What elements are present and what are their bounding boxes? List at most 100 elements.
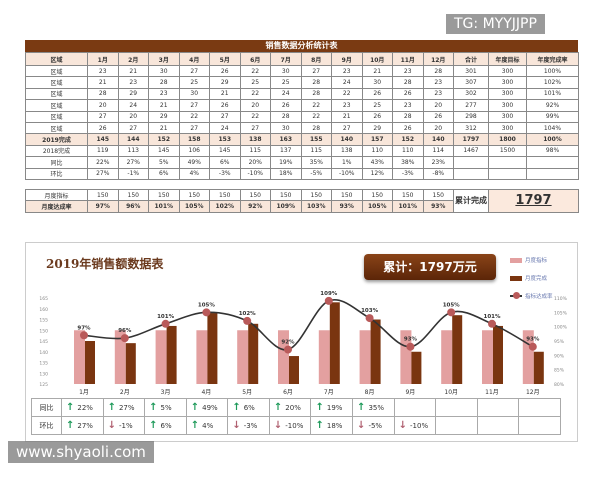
table-cell[interactable]: 105% [178, 200, 210, 213]
table-cell[interactable]: 12% [361, 167, 393, 180]
table-cell[interactable]: 23% [422, 156, 454, 169]
table-cell[interactable]: 24 [270, 87, 302, 101]
table-cell[interactable]: 24 [209, 121, 241, 135]
table-cell[interactable]: 115 [300, 144, 332, 158]
table-cell[interactable]: 99% [526, 110, 579, 123]
table-cell[interactable]: -3% [209, 167, 241, 180]
table-cell[interactable]: 300 [488, 64, 527, 78]
table-cell[interactable]: 110 [392, 144, 424, 158]
table-cell[interactable]: 163 [270, 133, 302, 146]
table-cell[interactable]: 21 [361, 64, 393, 78]
table-cell[interactable]: 300 [488, 110, 527, 123]
table-cell[interactable]: 区域 [25, 76, 88, 89]
table-cell[interactable]: 106 [178, 144, 210, 158]
table-cell[interactable]: -5% [300, 167, 332, 180]
table-cell[interactable]: 38% [392, 156, 424, 169]
table-cell[interactable]: 26 [270, 99, 302, 112]
table-cell[interactable]: 277 [453, 99, 489, 112]
table-cell[interactable]: 145 [148, 144, 180, 158]
table-cell[interactable]: 27 [178, 121, 210, 135]
table-cell[interactable]: -8% [422, 167, 454, 180]
table-cell[interactable]: -1% [117, 167, 149, 180]
table-cell[interactable]: -10% [331, 167, 363, 180]
table-cell[interactable]: 21 [87, 76, 119, 89]
table-cell[interactable]: 104% [526, 121, 579, 135]
table-cell[interactable]: 6月 [239, 52, 271, 66]
table-cell[interactable]: 23 [117, 76, 149, 89]
table-cell[interactable]: 150 [239, 188, 271, 202]
table-cell[interactable]: 24 [117, 99, 149, 112]
table-cell[interactable]: 150 [148, 188, 180, 202]
table-cell[interactable]: 22 [178, 110, 210, 123]
table-cell[interactable]: 30 [361, 76, 393, 89]
table-cell[interactable]: 29 [148, 110, 180, 123]
table-cell[interactable]: 1% [331, 156, 363, 169]
table-cell[interactable]: 300 [488, 99, 527, 112]
table-cell[interactable]: 4% [178, 167, 210, 180]
table-cell[interactable]: 140 [422, 133, 454, 146]
table-cell[interactable]: 2018完成 [25, 144, 88, 158]
table-cell[interactable]: 103% [300, 200, 332, 213]
table-cell[interactable]: 150 [117, 188, 149, 202]
table-cell[interactable]: 28 [300, 76, 332, 89]
table-cell[interactable]: 1797 [453, 133, 489, 146]
table-cell[interactable]: 23 [392, 64, 424, 78]
table-cell[interactable]: 7月 [270, 52, 302, 66]
table-cell[interactable]: 同比 [25, 156, 88, 169]
table-cell[interactable]: 26 [209, 99, 241, 112]
table-cell[interactable]: 137 [270, 144, 302, 158]
table-cell[interactable]: 101% [392, 200, 424, 213]
table-cell[interactable]: 43% [361, 156, 393, 169]
table-cell[interactable]: 11月 [392, 52, 424, 66]
table-cell[interactable]: 环比 [25, 167, 88, 180]
table-cell[interactable]: 1467 [453, 144, 489, 158]
table-cell[interactable]: 25 [270, 76, 302, 89]
table-cell[interactable]: 区域 [25, 52, 88, 66]
table-cell[interactable]: 27 [178, 64, 210, 78]
table-cell[interactable]: 150 [422, 188, 454, 202]
table-cell[interactable]: 20 [422, 121, 454, 135]
table-cell[interactable]: 150 [270, 188, 302, 202]
table-cell[interactable] [453, 167, 489, 180]
table-cell[interactable]: 105% [361, 200, 393, 213]
table-cell[interactable]: 27% [117, 156, 149, 169]
table-cell[interactable] [453, 156, 489, 169]
table-cell[interactable]: 30 [178, 87, 210, 101]
table-cell[interactable]: 2月 [117, 52, 149, 66]
table-cell[interactable]: 30 [270, 121, 302, 135]
table-cell[interactable]: 23 [331, 99, 363, 112]
table-cell[interactable]: 2019完成 [25, 133, 88, 146]
table-cell[interactable]: 23 [392, 99, 424, 112]
table-cell[interactable]: 30 [148, 64, 180, 78]
table-cell[interactable]: 26 [361, 110, 393, 123]
table-cell[interactable]: 合计 [453, 52, 489, 66]
table-cell[interactable]: 21 [331, 110, 363, 123]
table-cell[interactable]: 23 [331, 64, 363, 78]
table-cell[interactable] [488, 156, 527, 169]
table-cell[interactable]: 102% [209, 200, 241, 213]
table-cell[interactable]: 109% [270, 200, 302, 213]
table-cell[interactable]: 28 [392, 110, 424, 123]
table-cell[interactable]: 22 [300, 110, 332, 123]
table-cell[interactable]: 312 [453, 121, 489, 135]
table-cell[interactable]: 区域 [25, 99, 88, 112]
table-cell[interactable]: 28 [87, 87, 119, 101]
table-cell[interactable]: 22 [239, 87, 271, 101]
table-cell[interactable]: 20% [239, 156, 271, 169]
table-cell[interactable]: 150 [178, 188, 210, 202]
table-cell[interactable]: 25 [178, 76, 210, 89]
table-cell[interactable]: 26 [422, 110, 454, 123]
table-cell[interactable]: 93% [331, 200, 363, 213]
table-cell[interactable]: 27 [239, 121, 271, 135]
table-cell[interactable]: -10% [239, 167, 271, 180]
table-cell[interactable]: 138 [331, 144, 363, 158]
table-cell[interactable]: 27 [117, 121, 149, 135]
table-cell[interactable]: 300 [488, 87, 527, 101]
table-cell[interactable]: 300 [488, 76, 527, 89]
table-cell[interactable]: 19% [270, 156, 302, 169]
table-cell[interactable]: 18% [270, 167, 302, 180]
table-cell[interactable]: 27 [178, 99, 210, 112]
table-cell[interactable]: 152 [392, 133, 424, 146]
table-cell[interactable]: 96% [117, 200, 149, 213]
table-cell[interactable]: 150 [361, 188, 393, 202]
